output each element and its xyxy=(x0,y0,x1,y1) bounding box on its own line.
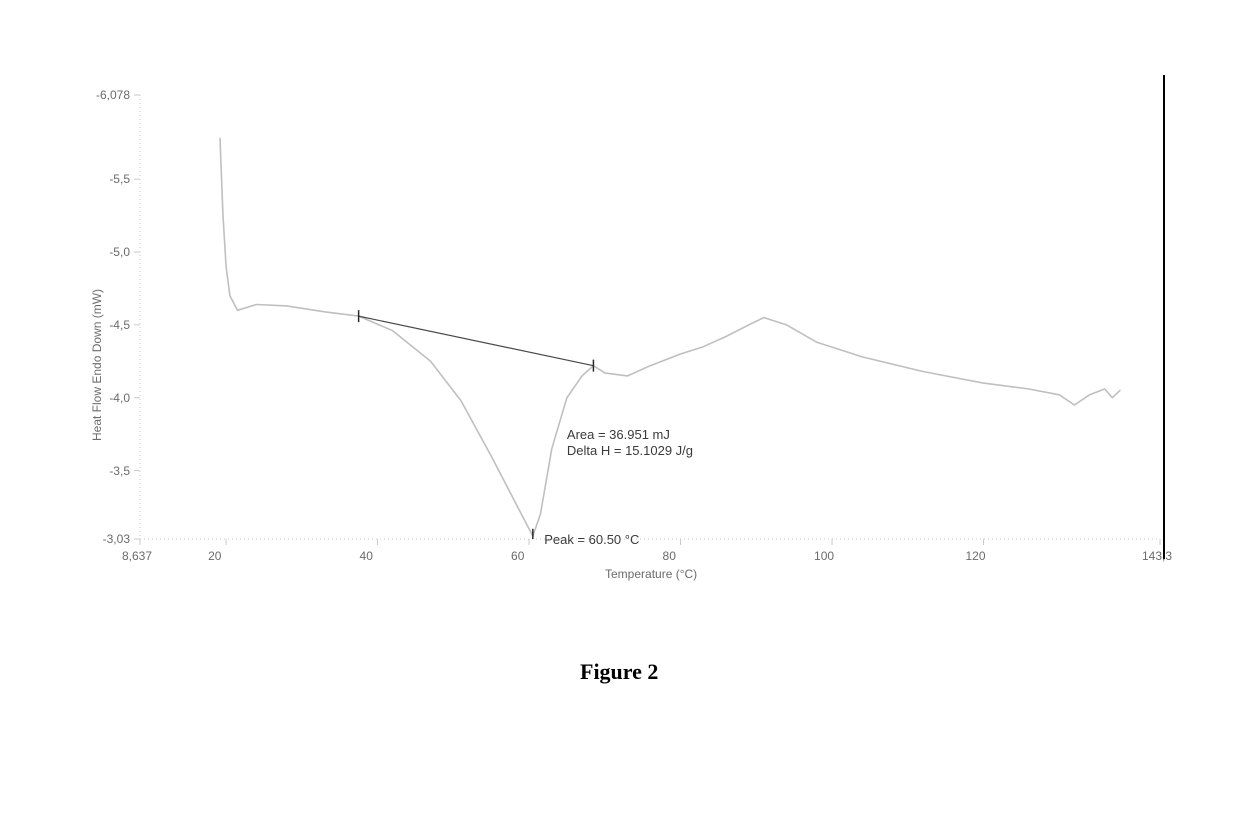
x-axis-title: Temperature (°C) xyxy=(605,567,697,581)
y-tick-label: -4,5 xyxy=(109,318,130,332)
y-tick-label: -5,5 xyxy=(109,172,130,186)
y-axis-title: Heat Flow Endo Down (mW) xyxy=(90,289,104,441)
delta-h-label: Delta H = 15.1029 J/g xyxy=(567,443,693,458)
area-label: Area = 36.951 mJ xyxy=(567,427,670,442)
y-tick-label: -6,078 xyxy=(96,88,130,102)
x-tick-label: 60 xyxy=(511,549,524,563)
y-tick-label: -3,5 xyxy=(109,464,130,478)
x-tick-label: 143,3 xyxy=(1142,549,1172,563)
peak-label: Peak = 60.50 °C xyxy=(544,532,639,547)
area-delta-h-annotation: Area = 36.951 mJ Delta H = 15.1029 J/g xyxy=(567,427,693,460)
x-tick-label: 40 xyxy=(360,549,373,563)
peak-annotation: Peak = 60.50 °C xyxy=(544,532,639,548)
chart-svg xyxy=(0,0,1240,826)
y-tick-label: -5,0 xyxy=(109,245,130,259)
x-tick-label: 20 xyxy=(208,549,221,563)
x-tick-label: 100 xyxy=(814,549,834,563)
y-tick-label: -3,03 xyxy=(103,532,130,546)
figure-caption: Figure 2 xyxy=(580,659,658,685)
x-tick-label: 8,637 xyxy=(122,549,152,563)
x-tick-label: 80 xyxy=(663,549,676,563)
y-tick-label: -4,0 xyxy=(109,391,130,405)
x-tick-label: 120 xyxy=(966,549,986,563)
